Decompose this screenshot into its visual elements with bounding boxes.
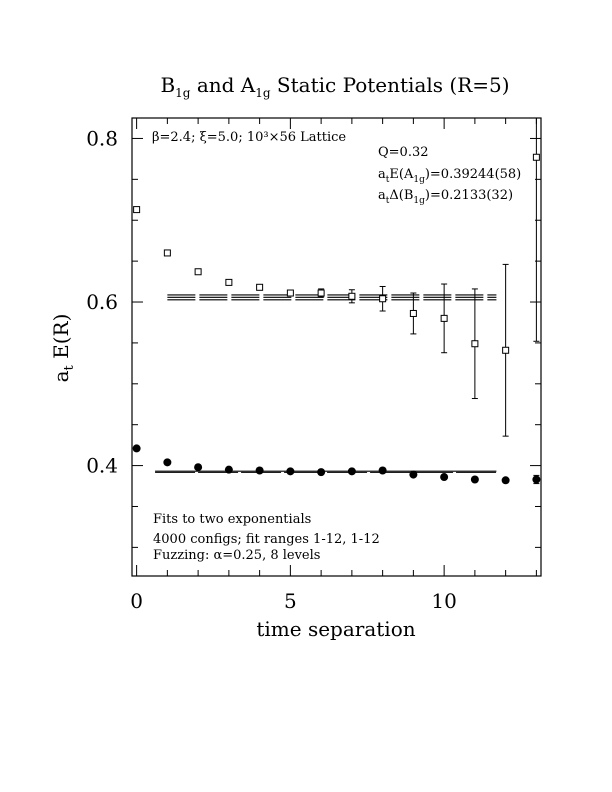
- data-point-square: [286, 289, 294, 297]
- data-point-square: [133, 206, 141, 214]
- configs-annotation: 4000 configs; fit ranges 1-12, 1-12: [153, 532, 380, 547]
- data-points: [132, 117, 541, 485]
- y-tick-label: 0.8: [86, 126, 118, 150]
- data-point-circle: [501, 476, 510, 485]
- y-tick-label: 0.6: [86, 290, 118, 314]
- fits-annotation: Fits to two exponentials: [153, 512, 311, 527]
- data-point-circle: [317, 468, 326, 477]
- x-tick-label: 5: [284, 589, 297, 613]
- data-point-square: [163, 249, 171, 257]
- data-point-circle: [378, 466, 387, 475]
- data-point-circle: [224, 465, 233, 474]
- data-point-circle: [255, 466, 264, 475]
- data-point-circle: [470, 475, 479, 484]
- q-annotation: Q=0.32: [378, 145, 429, 160]
- x-tick-label: 0: [130, 589, 143, 613]
- fit-bands: [155, 294, 497, 473]
- data-point-circle: [132, 444, 141, 453]
- x-tick-label: 10: [431, 589, 456, 613]
- data-point-square: [471, 340, 479, 348]
- y-axis-label: at E(R): [49, 314, 77, 383]
- chart-title: B1g and A1g Static Potentials (R=5): [160, 73, 509, 100]
- data-point-square: [225, 278, 233, 286]
- data-point-circle: [194, 463, 203, 472]
- x-axis-label: time separation: [256, 617, 415, 641]
- data-point-square: [409, 309, 417, 317]
- fuzzing-annotation: Fuzzing: α=0.25, 8 levels: [153, 548, 320, 563]
- data-point-square: [256, 283, 264, 291]
- data-point-square: [194, 268, 202, 276]
- data-point-square: [317, 289, 325, 297]
- data-point-square: [440, 314, 448, 322]
- y-tick-label: 0.4: [86, 454, 118, 478]
- data-point-circle: [286, 467, 295, 476]
- gap-annotation: atΔ(B1g)=0.2133(32): [378, 188, 513, 206]
- data-point-square: [502, 346, 510, 354]
- data-point-circle: [347, 467, 356, 476]
- data-point-circle: [440, 473, 449, 482]
- data-point-square: [532, 153, 540, 161]
- data-point-square: [379, 295, 387, 303]
- plot-frame: [131, 117, 542, 577]
- data-point-circle: [163, 458, 172, 467]
- data-point-circle: [532, 475, 541, 484]
- lattice-annotation: β=2.4; ξ=5.0; 10³×56 Lattice: [152, 130, 346, 145]
- energy-annotation: atE(A1g)=0.39244(58): [378, 167, 521, 185]
- axis-ticks: 0 5 10 0.4 0.6 0.8: [86, 118, 541, 613]
- data-point-circle: [409, 470, 418, 479]
- data-point-square: [348, 292, 356, 300]
